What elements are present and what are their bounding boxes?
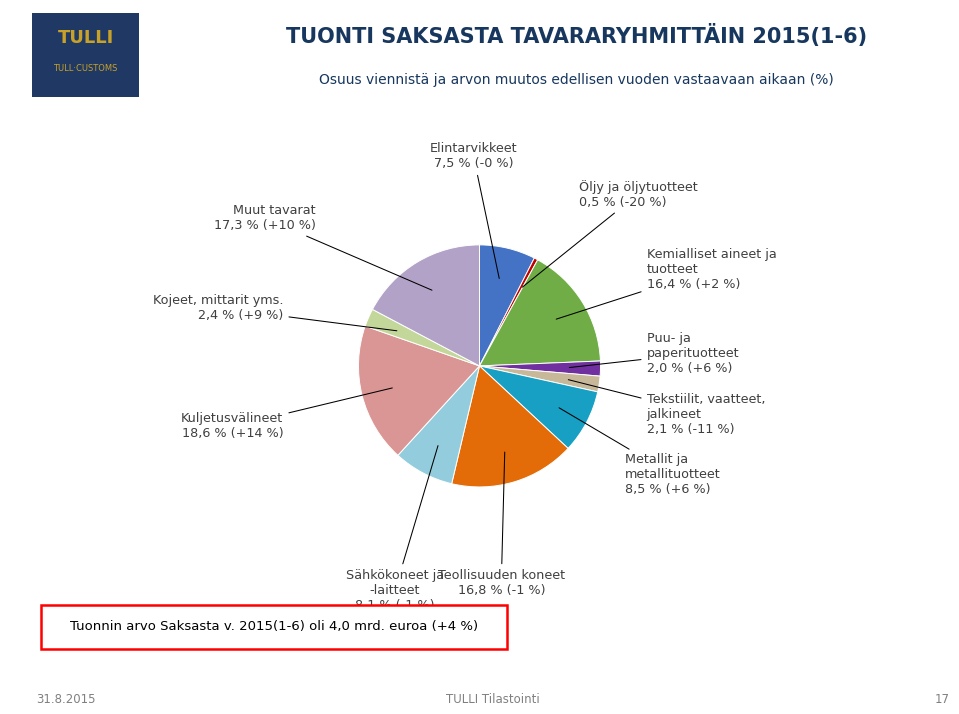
- Text: Metallit ja
metallituotteet
8,5 % (+6 %): Metallit ja metallituotteet 8,5 % (+6 %): [559, 408, 720, 496]
- Wedge shape: [480, 366, 600, 392]
- Wedge shape: [365, 309, 480, 366]
- FancyBboxPatch shape: [32, 14, 139, 97]
- Text: Elintarvikkeet
7,5 % (-0 %): Elintarvikkeet 7,5 % (-0 %): [430, 142, 517, 278]
- Text: TULLI Tilastointi: TULLI Tilastointi: [446, 693, 540, 705]
- Text: TULL·CUSTOMS: TULL·CUSTOMS: [54, 64, 118, 73]
- Text: Puu- ja
paperituotteet
2,0 % (+6 %): Puu- ja paperituotteet 2,0 % (+6 %): [570, 332, 739, 376]
- Wedge shape: [452, 366, 568, 487]
- Text: Muut tavarat
17,3 % (+10 %): Muut tavarat 17,3 % (+10 %): [214, 204, 432, 290]
- Text: Sähkökoneet ja
-laitteet
8,1 % (-1 %): Sähkökoneet ja -laitteet 8,1 % (-1 %): [345, 446, 444, 613]
- Text: Kemialliset aineet ja
tuotteet
16,4 % (+2 %): Kemialliset aineet ja tuotteet 16,4 % (+…: [556, 248, 776, 319]
- Text: Kojeet, mittarit yms.
2,4 % (+9 %): Kojeet, mittarit yms. 2,4 % (+9 %): [152, 294, 397, 331]
- Wedge shape: [480, 245, 534, 366]
- Text: Öljy ja öljytuotteet
0,5 % (-20 %): Öljy ja öljytuotteet 0,5 % (-20 %): [523, 180, 697, 287]
- Text: Teollisuuden koneet
16,8 % (-1 %): Teollisuuden koneet 16,8 % (-1 %): [437, 452, 565, 597]
- Wedge shape: [480, 366, 597, 448]
- Text: TUONTI SAKSASTA TAVARARYHMITTÄIN 2015(1-6): TUONTI SAKSASTA TAVARARYHMITTÄIN 2015(1-…: [286, 24, 867, 47]
- Wedge shape: [398, 366, 480, 483]
- Text: 31.8.2015: 31.8.2015: [36, 693, 96, 705]
- Text: TULLI: TULLI: [58, 29, 114, 46]
- Wedge shape: [359, 326, 480, 456]
- Text: Tekstiilit, vaatteet,
jalkineet
2,1 % (-11 %): Tekstiilit, vaatteet, jalkineet 2,1 % (-…: [569, 380, 765, 436]
- Wedge shape: [372, 245, 480, 366]
- Wedge shape: [480, 260, 600, 366]
- Wedge shape: [480, 361, 600, 376]
- Text: Osuus viennistä ja arvon muutos edellisen vuoden vastaavaan aikaan (%): Osuus viennistä ja arvon muutos edellise…: [319, 73, 834, 86]
- FancyBboxPatch shape: [41, 605, 507, 649]
- Text: 17: 17: [935, 693, 949, 705]
- Text: Tuonnin arvo Saksasta v. 2015(1-6) oli 4,0 mrd. euroa (+4 %): Tuonnin arvo Saksasta v. 2015(1-6) oli 4…: [70, 620, 478, 633]
- Wedge shape: [480, 258, 538, 366]
- Text: Kuljetusvälineet
18,6 % (+14 %): Kuljetusvälineet 18,6 % (+14 %): [181, 388, 392, 441]
